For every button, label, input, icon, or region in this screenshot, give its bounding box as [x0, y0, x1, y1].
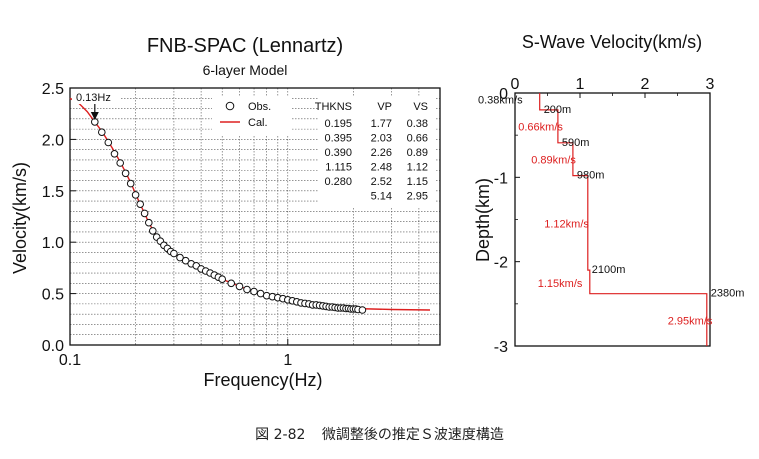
annotation-arrowhead — [90, 112, 99, 120]
table-cell: 5.14 — [371, 191, 392, 203]
y-tick-label: 2.5 — [42, 81, 64, 98]
table-cell: 2.52 — [371, 176, 392, 188]
legend-obs-label: Obs. — [248, 101, 271, 113]
table-cell: 0.390 — [324, 147, 352, 159]
table-cell: 2.03 — [371, 133, 392, 145]
velocity-profile-line — [539, 93, 708, 346]
table-cell: 1.15 — [407, 176, 428, 188]
obs-point — [126, 179, 135, 188]
table-cell: 0.280 — [324, 176, 352, 188]
velocity-label: 0.66km/s — [518, 122, 563, 134]
obs-point — [235, 282, 244, 291]
table-cell: 0.195 — [324, 118, 352, 130]
obs-point — [176, 253, 184, 262]
figure-number: 図 2-82 — [255, 427, 306, 443]
figure-caption: 図 2-82 微調整後の推定Ｓ波速度構造 — [0, 424, 759, 444]
table-header: VP — [377, 101, 392, 113]
obs-point — [170, 249, 178, 258]
profile-x-tick-label: 0 — [511, 76, 520, 93]
obs-point — [121, 169, 130, 178]
velocity-label: 0.38km/s — [478, 95, 523, 107]
obs-point — [358, 306, 367, 314]
figure: FNB-SPAC (Lennartz) 6-layer Model 0.0 0.5… — [10, 32, 744, 390]
legend-cal-label: Cal. — [248, 117, 268, 129]
obs-point — [104, 138, 113, 147]
table-cell: 1.115 — [325, 162, 352, 174]
spac-axis-ticks: 0.0 0.5 1.0 1.5 2.0 2.5 0.1 1 — [42, 81, 293, 369]
depth-label: 2100m — [592, 264, 626, 276]
table-header: THKNS — [315, 101, 352, 113]
obs-point — [140, 209, 149, 218]
velocity-label: 2.95km/s — [668, 316, 713, 328]
table-background — [318, 96, 436, 208]
velocity-label: 1.15km/s — [538, 278, 583, 290]
obs-point — [136, 200, 144, 208]
x-tick-label: 0.1 — [59, 352, 81, 369]
table-cell: 2.95 — [407, 191, 428, 203]
depth-label: 980m — [577, 170, 605, 182]
spac-title: FNB-SPAC (Lennartz) — [147, 35, 343, 57]
obs-point — [250, 287, 258, 296]
table-cell: 0.395 — [324, 133, 352, 145]
obs-point — [149, 227, 157, 235]
profile-x-tick-label: 3 — [706, 76, 715, 93]
profile-y-tick-label: -2 — [494, 255, 508, 272]
y-tick-label: 1.0 — [42, 235, 64, 252]
obs-point — [181, 256, 190, 265]
profile-ylabel: Depth(km) — [473, 178, 493, 262]
profile-y-tick-label: -1 — [494, 170, 508, 187]
x-tick-label: 1 — [283, 352, 292, 369]
y-tick-label: 2.0 — [42, 132, 64, 149]
annotation-label: 0.13Hz — [76, 92, 111, 104]
spac-chart: FNB-SPAC (Lennartz) 6-layer Model 0.0 0.5… — [10, 35, 441, 390]
profile-x-tick-label: 2 — [641, 76, 650, 93]
profile-x-tick-label: 1 — [576, 76, 585, 93]
obs-point — [116, 159, 124, 167]
spac-legend: Obs. Cal. — [212, 97, 292, 135]
table-cell: 0.66 — [407, 133, 428, 145]
profile-axis-ticks: 0 1 2 3 0 -1 -2 -3 — [494, 76, 715, 356]
obs-point — [131, 191, 140, 199]
depth-label: 590m — [562, 137, 590, 149]
table-header: VS — [413, 101, 428, 113]
legend-obs-marker — [225, 101, 235, 111]
y-tick-label: 1.5 — [42, 184, 64, 201]
table-cell: 0.38 — [407, 118, 428, 130]
table-cell: 1.12 — [407, 162, 428, 174]
y-tick-label: 0.5 — [42, 287, 64, 304]
figure-caption-text: 微調整後の推定Ｓ波速度構造 — [321, 427, 504, 443]
depth-label: 2380m — [711, 288, 745, 300]
y-tick-label: 0.0 — [42, 338, 64, 355]
table-cell: 0.89 — [407, 147, 428, 159]
table-cell: 2.26 — [371, 147, 392, 159]
velocity-profile-chart: S-Wave Velocity(km/s) 0 1 2 3 0 -1 -2 -3 200m 59… — [473, 32, 744, 356]
profile-title: S-Wave Velocity(km/s) — [522, 32, 702, 52]
layer-model-table: THKNS VP VS 0.195 1.77 0.38 0.395 2.03 0.66 0.390… — [315, 96, 436, 208]
table-cell: 2.48 — [371, 162, 392, 174]
spac-subtitle: 6-layer Model — [203, 62, 288, 78]
velocity-label: 1.12km/s — [544, 219, 589, 231]
obs-point — [145, 218, 153, 227]
spac-xlabel: Frequency(Hz) — [203, 370, 322, 390]
obs-point — [227, 279, 235, 288]
obs-point — [110, 150, 119, 158]
frequency-annotation: 0.13Hz — [72, 90, 120, 120]
depth-label: 200m — [544, 104, 572, 116]
profile-labels: 200m 590m 980m 2100m 2380m 0.38km/s 0.66km/s 0.… — [478, 95, 744, 328]
spac-plot-frame — [69, 87, 441, 346]
table-cell: 1.77 — [371, 118, 392, 130]
profile-y-tick-label: 0 — [499, 86, 508, 103]
obs-point — [98, 128, 106, 136]
obs-point — [243, 285, 251, 294]
obs-point — [218, 275, 226, 284]
observed-points — [91, 118, 367, 314]
spac-ylabel: Velocity(km/s) — [10, 162, 30, 274]
velocity-label: 0.89km/s — [531, 155, 576, 167]
profile-y-tick-label: -3 — [494, 339, 508, 356]
